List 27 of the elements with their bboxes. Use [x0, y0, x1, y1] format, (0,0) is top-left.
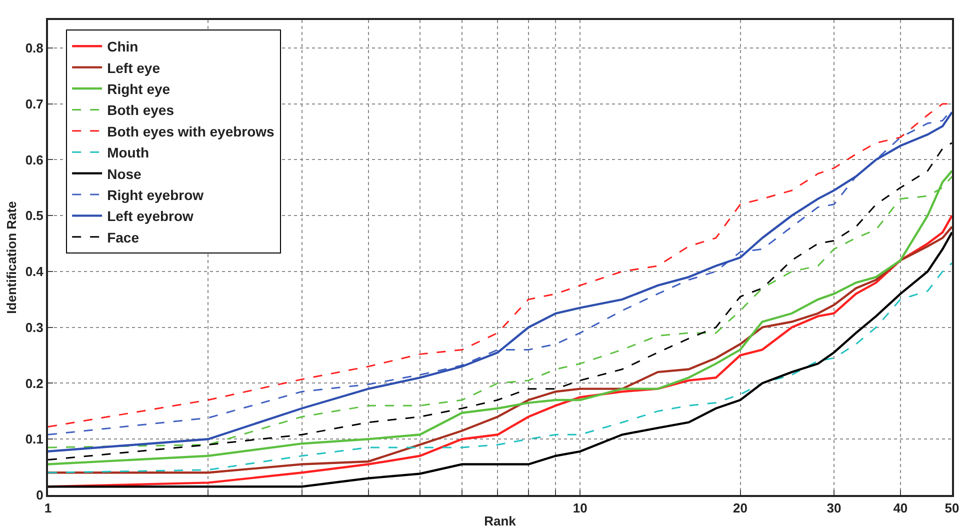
- legend-label: Left eye: [107, 60, 160, 76]
- legend-label: Right eye: [107, 80, 170, 97]
- y-tick-label: 0.2: [25, 376, 44, 391]
- x-axis-title: Rank: [484, 514, 517, 529]
- legend-label: Left eyebrow: [107, 208, 194, 224]
- y-tick-label: 0.4: [25, 264, 44, 280]
- legend-label: Nose: [107, 166, 142, 182]
- x-tick-label: 1: [44, 500, 52, 516]
- legend-label: Both eyes: [107, 102, 174, 118]
- legend-label: Face: [107, 229, 140, 246]
- y-axis-title: Identification Rate: [4, 201, 19, 314]
- y-tick-label: 0.5: [25, 208, 44, 224]
- y-tick-label: 0.7: [25, 96, 44, 112]
- y-tick-label: 0.8: [25, 40, 44, 56]
- y-tick-label: 0: [36, 488, 44, 503]
- x-tick-label: 30: [826, 500, 842, 516]
- legend-label: Mouth: [107, 144, 150, 161]
- legend-label: Right eyebrow: [107, 186, 204, 203]
- x-tick-label: 10: [572, 500, 588, 516]
- x-tick-label: 20: [733, 500, 748, 516]
- legend-label: Chin: [107, 38, 138, 55]
- y-tick-label: 0.6: [25, 152, 44, 168]
- y-tick-label: 0.3: [25, 320, 44, 335]
- y-tick-label: 0.1: [25, 432, 44, 447]
- legend-label: Both eyes with eyebrows: [107, 123, 275, 140]
- x-tick-label: 50: [944, 500, 960, 516]
- x-tick-label: 40: [893, 500, 908, 516]
